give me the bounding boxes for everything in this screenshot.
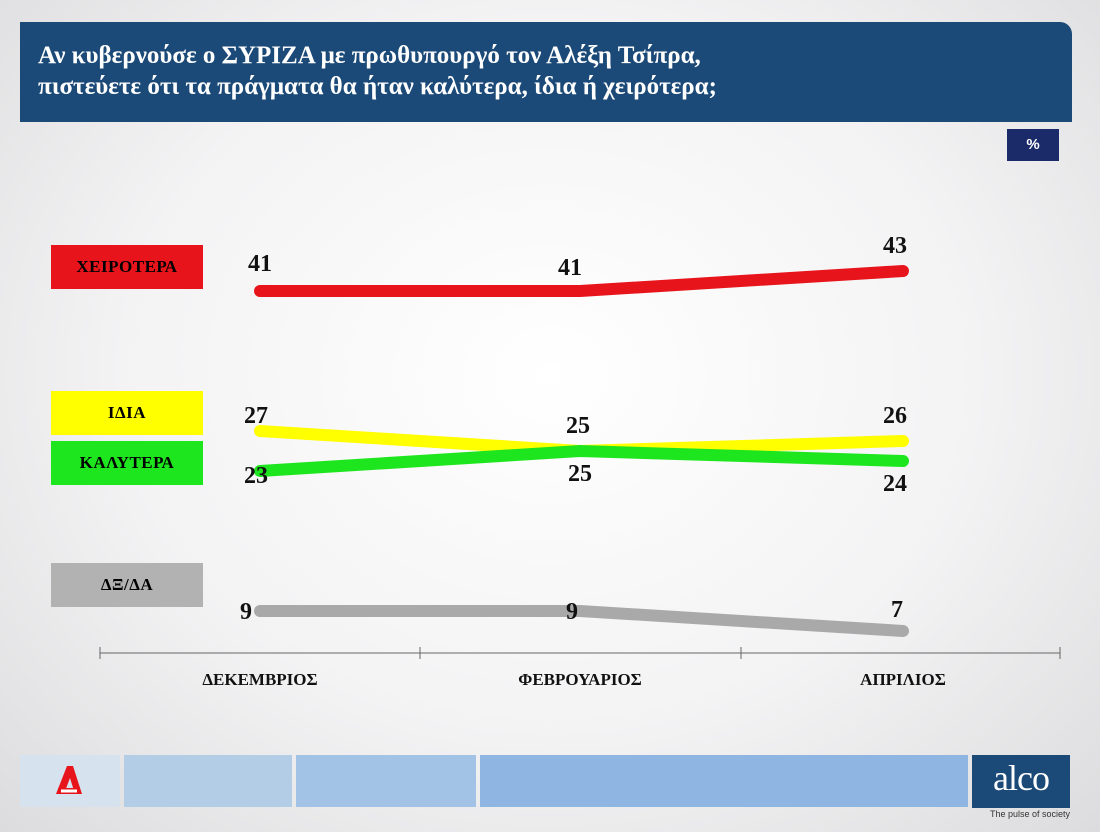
x-tick-label-0: ΔΕΚΕΜΒΡΙΟΣ (202, 670, 317, 689)
legend-better: ΚΑΛΥΤΕΡΑ (51, 441, 203, 485)
title-banner: Αν κυβερνούσε ο ΣΥΡΙΖΑ με πρωθυπουργό το… (20, 22, 1072, 122)
series-line-better (254, 445, 909, 477)
title-line-1: Αν κυβερνούσε ο ΣΥΡΙΖΑ με πρωθυπουργό το… (38, 42, 701, 69)
data-label-better-0: 23 (244, 463, 268, 489)
footer-logo-block (20, 755, 120, 807)
legend-dk-na: ΔΞ/ΔΑ (51, 563, 203, 607)
data-label-dk-na-1: 9 (566, 599, 578, 625)
legend-worse: ΧΕΙΡΟΤΕΡΑ (51, 245, 203, 289)
chart-title: Αν κυβερνούσε ο ΣΥΡΙΖΑ με πρωθυπουργό το… (38, 40, 1038, 102)
data-label-same-1: 25 (566, 413, 590, 439)
footer-bar-3 (480, 755, 968, 807)
title-line-2: πιστεύετε ότι τα πράγματα θα ήταν καλύτε… (38, 73, 717, 100)
data-label-same-0: 27 (244, 403, 268, 429)
x-tick-label-2: ΑΠΡΙΛΙΟΣ (860, 670, 946, 689)
alco-tagline: The pulse of society (989, 809, 1070, 819)
data-label-better-2: 24 (883, 471, 907, 497)
data-label-worse-1: 41 (558, 255, 582, 281)
footer-bar-1 (124, 755, 292, 807)
footer-bar-2 (296, 755, 476, 807)
data-label-dk-na-2: 7 (891, 597, 903, 623)
alpha-news-icon (56, 766, 82, 794)
data-label-worse-0: 41 (248, 251, 272, 277)
alco-logo: alco (972, 755, 1070, 808)
data-label-same-2: 26 (883, 403, 907, 429)
legend-same: ΙΔΙΑ (51, 391, 203, 435)
data-label-dk-na-0: 9 (240, 599, 252, 625)
series-line-dk-na (254, 605, 909, 637)
series-line-worse (254, 265, 909, 297)
data-label-worse-2: 43 (883, 233, 907, 259)
unit-badge: % (1007, 129, 1059, 161)
alco-brand-text: alco (993, 758, 1050, 798)
x-tick-label-1: ΦΕΒΡΟΥΑΡΙΟΣ (518, 670, 642, 689)
data-label-better-1: 25 (568, 461, 592, 487)
